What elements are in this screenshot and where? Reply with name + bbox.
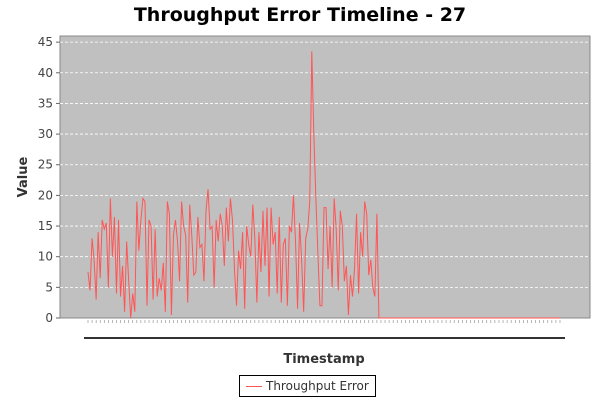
y-tick-label: 25: [38, 158, 53, 172]
y-tick-label: 40: [38, 66, 53, 80]
legend: Throughput Error: [239, 375, 376, 397]
y-tick-label: 20: [38, 188, 53, 202]
y-tick-label: 0: [45, 311, 53, 325]
series-line-throughput-error: [87, 51, 560, 319]
y-tick-label: 35: [38, 96, 53, 110]
y-tick-label: 10: [38, 250, 53, 264]
y-axis-label: Value: [16, 156, 31, 197]
x-axis-label: Timestamp: [283, 352, 364, 367]
x-axis-ticks: [87, 320, 561, 323]
y-axis-ticks: 0 5 10 15 20 25 30 35 40 45: [38, 35, 60, 325]
legend-label: Throughput Error: [266, 379, 369, 393]
gridlines: [60, 41, 590, 288]
y-tick-label: 5: [45, 280, 53, 294]
y-tick-label: 15: [38, 219, 53, 233]
plot-area: [59, 35, 591, 319]
y-tick-label: 30: [38, 127, 53, 141]
y-tick-label: 45: [38, 35, 53, 49]
chart-title: Throughput Error Timeline - 27: [133, 4, 467, 26]
legend-swatch: [246, 385, 262, 387]
